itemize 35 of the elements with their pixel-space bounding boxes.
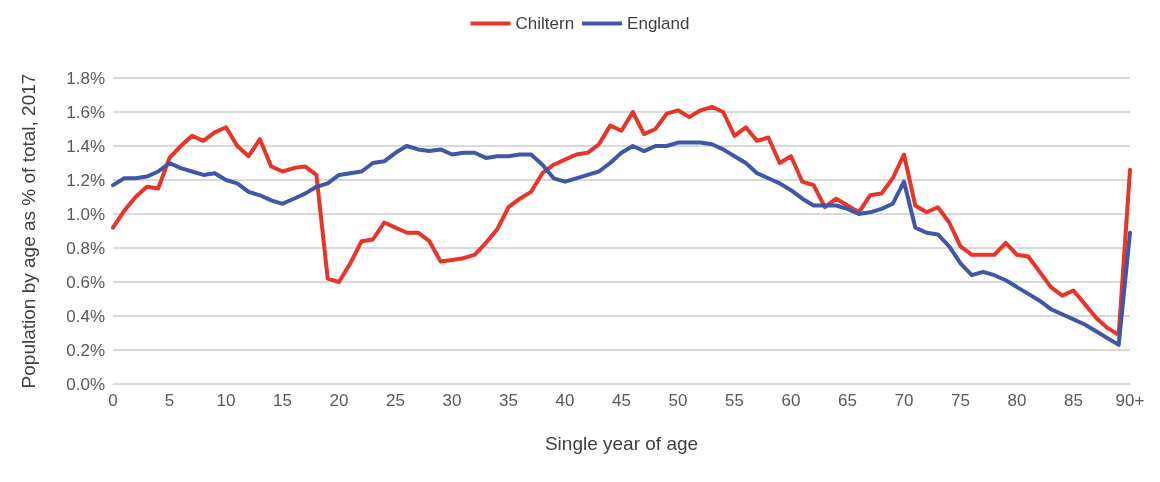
x-tick-label: 90+ [1115, 391, 1145, 410]
x-tick-label: 25 [386, 391, 405, 410]
legend-label: Chiltern [515, 14, 575, 33]
line-series [111, 140, 1132, 347]
x-tick-label: 70 [894, 391, 914, 410]
x-tick-label: 5 [164, 391, 175, 410]
y-tick-label: 0.8% [66, 238, 105, 258]
x-tick-label: 55 [725, 391, 744, 410]
x-tick-label: 50 [668, 391, 688, 410]
y-tick-label: 0.6% [66, 272, 105, 292]
x-tick-label: 80 [1007, 391, 1027, 410]
y-tick-label: 1.0% [66, 204, 105, 224]
y-tick-label: 1.6% [66, 102, 105, 122]
x-tick-label: 75 [951, 391, 970, 410]
y-tick-label: 0.0% [66, 374, 105, 394]
y-axis-title: Population by age as % of total, 2017 [18, 73, 39, 389]
x-tick-label: 40 [555, 391, 575, 410]
y-tick-label: 1.4% [66, 136, 105, 156]
x-tick-label: 10 [216, 391, 236, 410]
x-tick-label: 60 [781, 391, 801, 410]
x-tick-label: 30 [442, 391, 462, 410]
x-tick-label: 65 [838, 391, 857, 410]
x-tick-label: 20 [329, 391, 349, 410]
legend-label: England [627, 14, 690, 33]
y-tick-label: 0.2% [66, 340, 105, 360]
x-axis-title: Single year of age [544, 433, 699, 454]
y-tick-label: 0.4% [66, 306, 105, 326]
x-tick-label: 15 [273, 391, 292, 410]
x-tick-label: 35 [499, 391, 518, 410]
x-tick-label: 0 [108, 391, 118, 410]
x-tick-label: 85 [1064, 391, 1083, 410]
line-series [111, 104, 1132, 337]
y-tick-label: 1.8% [66, 68, 105, 88]
y-tick-label: 1.2% [66, 170, 105, 190]
x-tick-label: 45 [612, 391, 631, 410]
